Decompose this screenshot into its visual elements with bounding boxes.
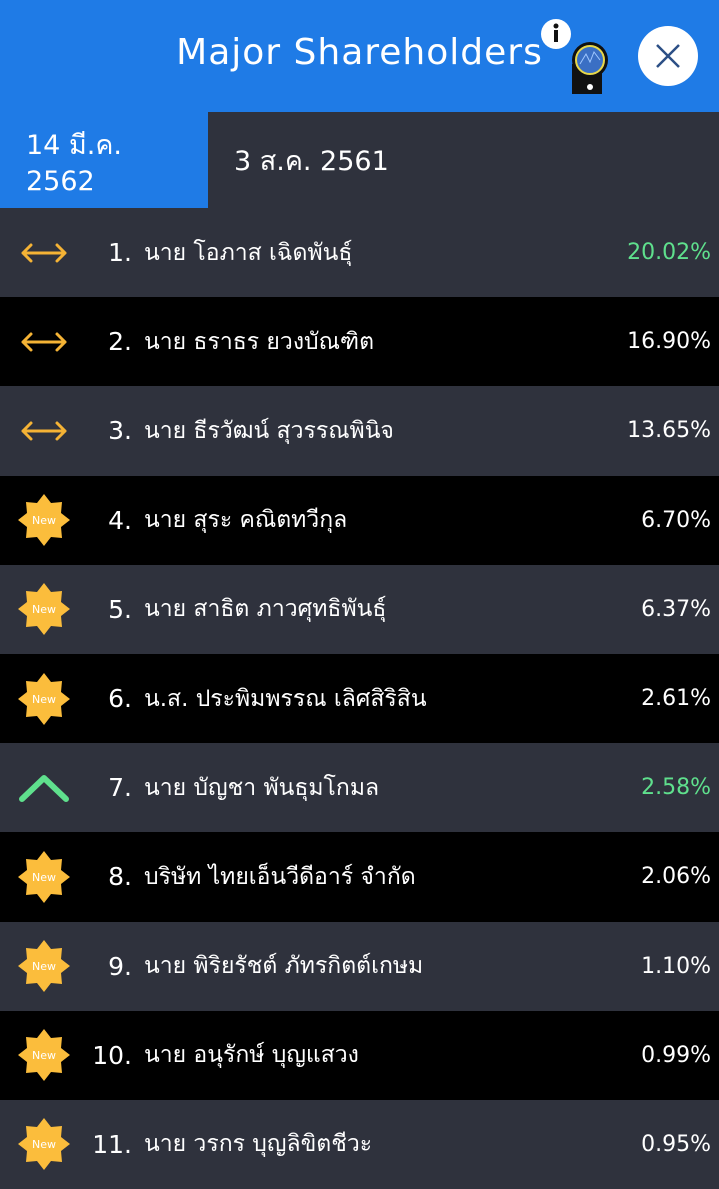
status-indicator bbox=[0, 330, 88, 354]
shareholder-row[interactable]: New 9. นาย พิริยรัชต์ ภัทรกิตต์เกษม 1.10… bbox=[0, 921, 719, 1011]
new-badge-icon: New bbox=[18, 494, 70, 547]
shareholder-name: นาย พิริยรัชต์ ภัทรกิตต์เกษม bbox=[144, 953, 424, 980]
svg-text:New: New bbox=[32, 693, 56, 706]
status-indicator bbox=[0, 241, 88, 265]
share-percent: 6.37% bbox=[641, 596, 711, 622]
shareholder-name: นาย ธราธร ยวงบัณฑิต bbox=[144, 328, 375, 355]
new-badge-icon: New bbox=[18, 583, 70, 636]
shareholder-name: นาย สาธิต ภาวศุทธิพันธุ์ bbox=[144, 596, 387, 623]
shareholder-row[interactable]: New 11. นาย วรกร บุญลิขิตชีวะ 0.95% bbox=[0, 1099, 719, 1189]
unchanged-arrow-icon bbox=[21, 243, 67, 263]
svg-text:New: New bbox=[32, 1138, 56, 1151]
shareholder-row[interactable]: New 5. นาย สาธิต ภาวศุทธิพันธุ์ 6.37% bbox=[0, 564, 719, 654]
new-badge-icon: New bbox=[18, 1118, 70, 1171]
up-chevron-icon bbox=[19, 774, 69, 802]
rank: 1. bbox=[108, 238, 132, 268]
status-indicator: New bbox=[0, 492, 88, 548]
page-title: Major Shareholders bbox=[176, 32, 543, 73]
rank: 6. bbox=[108, 684, 132, 714]
svg-text:New: New bbox=[32, 514, 56, 527]
rank: 3. bbox=[108, 416, 132, 446]
shareholder-name: นาย อนุรักษ์ บุญแสวง bbox=[144, 1042, 359, 1069]
shareholder-list: 1. นาย โอภาส เฉิดพันธุ์ 20.02% 2. นาย ธร… bbox=[0, 208, 719, 1189]
rank: 9. bbox=[108, 951, 132, 981]
svg-text:New: New bbox=[32, 871, 56, 884]
share-percent: 6.70% bbox=[641, 507, 711, 533]
shareholder-name: น.ส. ประพิมพรรณ เลิศสิริสิน bbox=[144, 685, 427, 712]
share-percent: 1.10% bbox=[641, 953, 711, 979]
shareholder-row[interactable]: New 8. บริษัท ไทยเอ็นวีดีอาร์ จำกัด 2.06… bbox=[0, 832, 719, 922]
rank: 10. bbox=[92, 1040, 132, 1070]
status-indicator: New bbox=[0, 1116, 88, 1172]
rank: 2. bbox=[108, 327, 132, 357]
share-percent: 13.65% bbox=[627, 418, 711, 444]
close-icon bbox=[656, 44, 680, 68]
tab-previous-date[interactable]: 3 ส.ค. 2561 bbox=[234, 145, 389, 177]
svg-text:New: New bbox=[32, 960, 56, 973]
status-indicator bbox=[0, 773, 88, 803]
shareholder-name: นาย วรกร บุญลิขิตชีวะ bbox=[144, 1131, 373, 1158]
shareholder-name: นาย โอภาส เฉิดพันธุ์ bbox=[144, 239, 353, 266]
status-indicator bbox=[0, 419, 88, 443]
new-badge-icon: New bbox=[18, 672, 70, 725]
rank: 8. bbox=[108, 862, 132, 892]
unchanged-arrow-icon bbox=[21, 332, 67, 352]
rank: 7. bbox=[108, 773, 132, 803]
shareholder-row[interactable]: 2. นาย ธราธร ยวงบัณฑิต 16.90% bbox=[0, 297, 719, 387]
tab-current-date[interactable]: 14 มี.ค. 2562 bbox=[0, 112, 208, 208]
share-percent: 16.90% bbox=[627, 329, 711, 355]
svg-text:New: New bbox=[32, 1049, 56, 1062]
shareholder-row[interactable]: New 10. นาย อนุรักษ์ บุญแสวง 0.99% bbox=[0, 1010, 719, 1100]
share-percent: 2.06% bbox=[641, 864, 711, 890]
svg-text:New: New bbox=[32, 603, 56, 616]
shareholder-row[interactable]: 7. นาย บัญชา พันธุมโกมล 2.58% bbox=[0, 743, 719, 833]
share-percent: 0.99% bbox=[641, 1042, 711, 1068]
rank: 11. bbox=[92, 1129, 132, 1159]
shareholder-row[interactable]: 3. นาย ธีรวัฒน์ สุวรรณพินิจ 13.65% bbox=[0, 386, 719, 476]
mascot-info-icon[interactable] bbox=[536, 16, 616, 96]
new-badge-icon: New bbox=[18, 940, 70, 993]
shareholder-row[interactable]: New 6. น.ส. ประพิมพรรณ เลิศสิริสิน 2.61% bbox=[0, 653, 719, 744]
status-indicator: New bbox=[0, 581, 88, 637]
new-badge-icon: New bbox=[18, 1029, 70, 1082]
header: Major Shareholders bbox=[0, 0, 719, 112]
share-percent: 2.58% bbox=[641, 775, 711, 801]
new-badge-icon: New bbox=[18, 850, 70, 903]
share-percent: 2.61% bbox=[641, 686, 711, 712]
shareholder-name: นาย ธีรวัฒน์ สุวรรณพินิจ bbox=[144, 417, 394, 444]
shareholder-row[interactable]: New 4. นาย สุระ คณิตทวีกุล 6.70% bbox=[0, 475, 719, 565]
share-percent: 20.02% bbox=[627, 240, 711, 266]
shareholder-name: นาย บัญชา พันธุมโกมล bbox=[144, 774, 380, 801]
status-indicator: New bbox=[0, 671, 88, 727]
date-tabs: 14 มี.ค. 2562 3 ส.ค. 2561 bbox=[0, 112, 719, 208]
status-indicator: New bbox=[0, 938, 88, 994]
shareholder-name: บริษัท ไทยเอ็นวีดีอาร์ จำกัด bbox=[144, 863, 416, 890]
status-indicator: New bbox=[0, 1027, 88, 1083]
close-button[interactable] bbox=[638, 26, 698, 86]
status-indicator: New bbox=[0, 849, 88, 905]
shareholder-name: นาย สุระ คณิตทวีกุล bbox=[144, 507, 348, 534]
unchanged-arrow-icon bbox=[21, 421, 67, 441]
share-percent: 0.95% bbox=[641, 1131, 711, 1157]
shareholder-row[interactable]: 1. นาย โอภาส เฉิดพันธุ์ 20.02% bbox=[0, 208, 719, 298]
rank: 4. bbox=[108, 505, 132, 535]
rank: 5. bbox=[108, 594, 132, 624]
